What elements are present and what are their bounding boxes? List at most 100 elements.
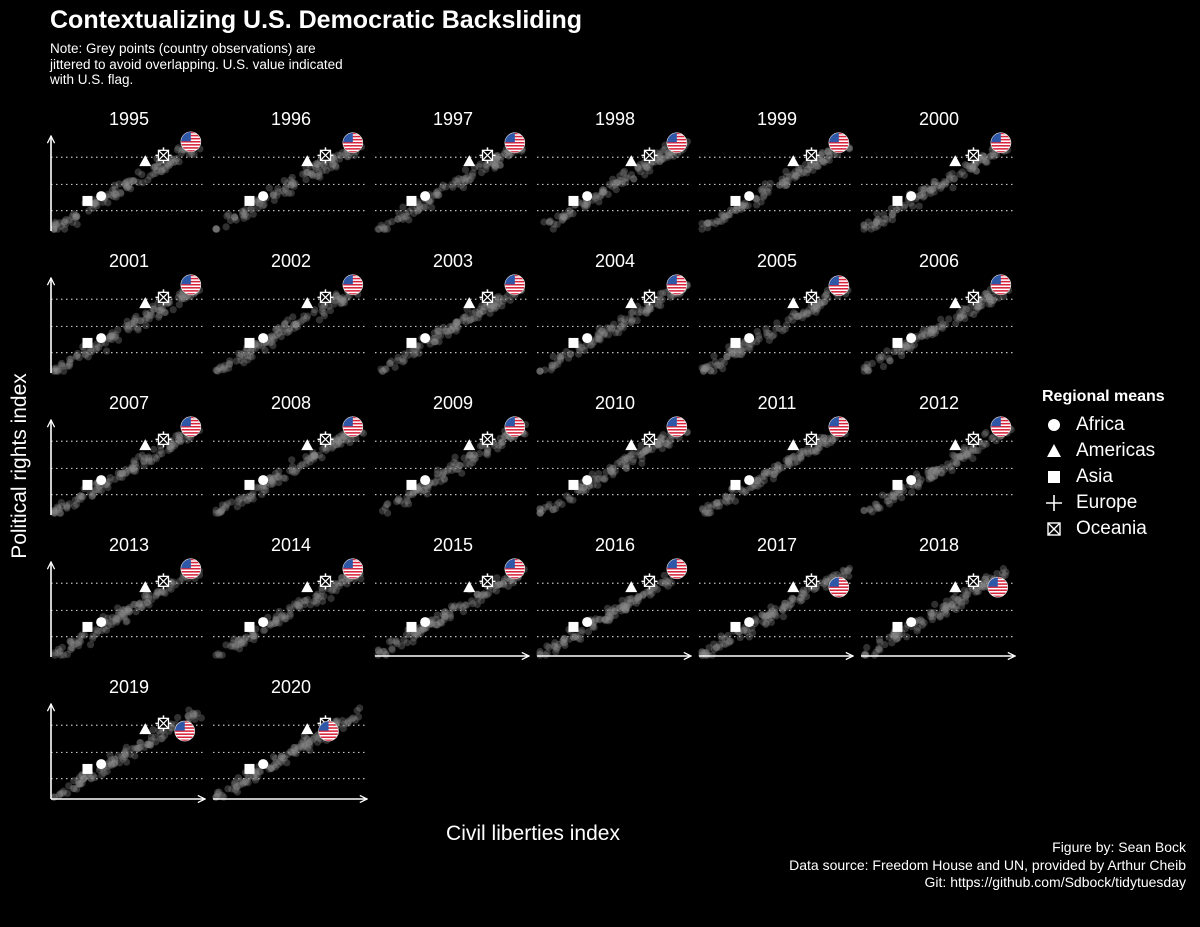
mean-oceania bbox=[805, 149, 818, 161]
plus-icon bbox=[1046, 495, 1062, 511]
us-flag-marker bbox=[504, 416, 526, 438]
facet-panel-2000: 2000 bbox=[860, 109, 1013, 233]
mean-asia bbox=[406, 479, 417, 490]
country-points bbox=[212, 141, 366, 233]
us-flag-marker bbox=[180, 558, 202, 580]
regional-means bbox=[892, 431, 982, 490]
regional-means bbox=[892, 289, 982, 348]
mean-americas bbox=[787, 581, 800, 593]
regional-means bbox=[82, 573, 172, 632]
mean-africa bbox=[906, 475, 917, 486]
credits: Figure by: Sean Bock Data source: Freedo… bbox=[789, 839, 1186, 892]
legend-item-americas: Americas bbox=[1042, 438, 1165, 464]
mean-africa bbox=[906, 191, 917, 202]
facet-panel-2013: 2013 bbox=[51, 535, 204, 659]
facet-title: 2009 bbox=[433, 393, 473, 413]
mean-asia bbox=[892, 195, 903, 206]
mean-asia bbox=[244, 337, 255, 348]
facet-panel-2011: 2011 bbox=[698, 393, 851, 517]
mean-asia bbox=[568, 195, 579, 206]
facet-panel-2004: 2004 bbox=[536, 251, 692, 375]
facet-title: 2015 bbox=[433, 535, 473, 555]
us-flag-marker bbox=[180, 416, 202, 438]
mean-africa bbox=[96, 333, 107, 344]
legend-title: Regional means bbox=[1042, 388, 1165, 405]
mean-americas bbox=[463, 581, 476, 593]
regional-means bbox=[568, 289, 658, 348]
mean-americas bbox=[625, 297, 638, 309]
country-points bbox=[212, 567, 365, 659]
mean-oceania bbox=[157, 433, 170, 445]
facet-title: 2018 bbox=[919, 535, 959, 555]
credit-source: Data source: Freedom House and UN, provi… bbox=[789, 856, 1186, 873]
mean-americas bbox=[625, 439, 638, 451]
chart-note: Note: Grey points (country observations)… bbox=[50, 41, 343, 87]
regional-means bbox=[730, 289, 820, 348]
regional-means bbox=[892, 573, 982, 632]
mean-americas bbox=[463, 439, 476, 451]
mean-africa bbox=[744, 617, 755, 628]
us-flag-marker bbox=[180, 274, 202, 296]
facet-title: 1999 bbox=[757, 109, 797, 129]
mean-americas bbox=[463, 297, 476, 309]
mean-africa bbox=[258, 191, 269, 202]
country-points bbox=[50, 136, 204, 233]
mean-asia bbox=[892, 337, 903, 348]
mean-asia bbox=[244, 763, 255, 774]
x-axis-label: Civil liberties index bbox=[446, 822, 620, 845]
facet-panel-2005: 2005 bbox=[698, 251, 852, 375]
mean-asia bbox=[568, 479, 579, 490]
mean-africa bbox=[96, 617, 107, 628]
country-points bbox=[51, 566, 204, 659]
mean-oceania bbox=[805, 575, 818, 587]
facet-panel-2001: 2001 bbox=[50, 251, 204, 375]
country-points bbox=[212, 704, 364, 801]
mean-africa bbox=[258, 333, 269, 344]
mean-americas bbox=[301, 297, 314, 309]
mean-oceania bbox=[805, 291, 818, 303]
us-flag-marker bbox=[504, 274, 526, 296]
facet-title: 2004 bbox=[595, 251, 635, 271]
mean-africa bbox=[582, 191, 593, 202]
mean-americas bbox=[949, 155, 962, 167]
mean-oceania bbox=[967, 291, 980, 303]
regional-means bbox=[244, 289, 334, 348]
facet-panel-2003: 2003 bbox=[375, 251, 527, 375]
us-flag-marker bbox=[990, 132, 1012, 154]
facet-title: 2019 bbox=[109, 677, 149, 697]
legend-label: Africa bbox=[1076, 414, 1125, 435]
facet-panel-1997: 1997 bbox=[374, 109, 527, 233]
mean-americas bbox=[949, 581, 962, 593]
mean-oceania bbox=[157, 717, 170, 729]
mean-oceania bbox=[805, 433, 818, 445]
regional-means bbox=[406, 573, 496, 632]
country-points bbox=[860, 139, 1012, 233]
mean-oceania bbox=[157, 149, 170, 161]
facet-panel-2018: 2018 bbox=[860, 535, 1015, 659]
mean-africa bbox=[582, 333, 593, 344]
chart-title: Contextualizing U.S. Democratic Backslid… bbox=[50, 6, 583, 34]
mean-oceania bbox=[643, 433, 656, 445]
facet-title: 2001 bbox=[109, 251, 149, 271]
mean-americas bbox=[301, 581, 314, 593]
facet-title: 2008 bbox=[271, 393, 311, 413]
mean-africa bbox=[258, 617, 269, 628]
mean-oceania bbox=[481, 433, 494, 445]
credit-git: Git: https://github.com/Sdbock/tidytuesd… bbox=[924, 874, 1186, 890]
facet-panel-2020: 2020 bbox=[212, 677, 367, 801]
credit-author: Figure by: Sean Bock bbox=[1052, 839, 1186, 855]
boxed-x-icon bbox=[1047, 522, 1061, 536]
mean-oceania bbox=[967, 433, 980, 445]
regional-means bbox=[82, 147, 172, 206]
mean-asia bbox=[406, 621, 417, 632]
facet-title: 2012 bbox=[919, 393, 959, 413]
facet-panel-1999: 1999 bbox=[698, 109, 854, 233]
facet-title: 2010 bbox=[595, 393, 635, 413]
facet-title: 1995 bbox=[109, 109, 149, 129]
regional-means bbox=[568, 431, 658, 490]
legend-item-oceania: Oceania bbox=[1042, 516, 1165, 542]
facet-title: 2011 bbox=[758, 393, 797, 413]
mean-americas bbox=[301, 439, 314, 451]
mean-americas bbox=[139, 723, 152, 735]
regional-means bbox=[406, 147, 496, 206]
